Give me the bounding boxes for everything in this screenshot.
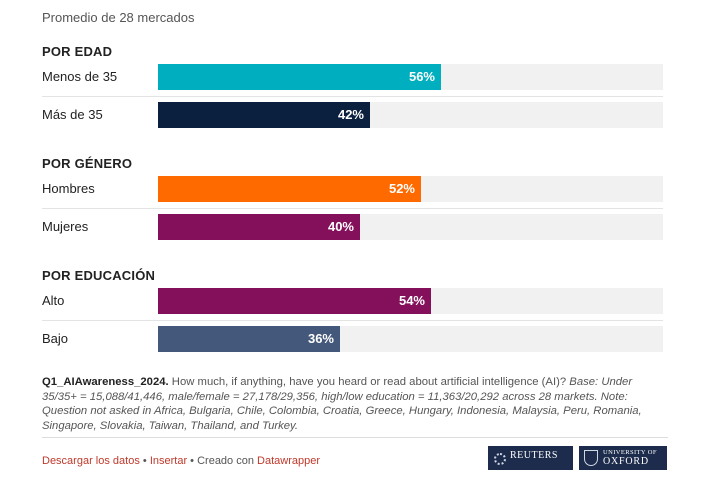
- separator: •: [142, 455, 150, 467]
- bar-value-label: 36%: [307, 331, 334, 346]
- question-id: Q1_AIAwareness_2024.: [42, 376, 169, 388]
- footer-links: Descargar los datos • Insertar • Creado …: [42, 455, 320, 467]
- row-label: Hombres: [42, 181, 95, 196]
- bar: 40%: [158, 214, 360, 240]
- footer-divider: [42, 437, 668, 438]
- reuters-institute-logo[interactable]: REUTERS: [488, 446, 573, 470]
- bar-track: 54%: [158, 288, 663, 314]
- row-label: Más de 35: [42, 107, 103, 122]
- row-divider: [42, 320, 663, 321]
- bar-value-label: 54%: [398, 293, 425, 308]
- chart-subtitle: Promedio de 28 mercados: [42, 10, 195, 25]
- group-title: POR EDUCACIÓN: [42, 268, 156, 283]
- oxford-crest-icon: [584, 450, 598, 466]
- reuters-logo-text: REUTERS: [510, 450, 558, 461]
- download-data-link[interactable]: Descargar los datos: [42, 455, 140, 467]
- bar-track: 42%: [158, 102, 663, 128]
- bar-track: 36%: [158, 326, 663, 352]
- bar-value-label: 56%: [408, 69, 435, 84]
- group-title: POR EDAD: [42, 44, 113, 59]
- bar: 36%: [158, 326, 340, 352]
- row-label: Bajo: [42, 331, 69, 346]
- bar: 52%: [158, 176, 421, 202]
- reuters-dots-icon: [494, 453, 506, 465]
- row-label: Menos de 35: [42, 69, 118, 84]
- group-title: POR GÉNERO: [42, 156, 133, 171]
- row-label: Alto: [42, 293, 65, 308]
- oxford-logo-small-text: UNIVERSITY OF: [603, 449, 657, 456]
- row-divider: [42, 208, 663, 209]
- bar: 42%: [158, 102, 370, 128]
- bar-track: 56%: [158, 64, 663, 90]
- bar-track: 52%: [158, 176, 663, 202]
- created-with-text: Creado con: [197, 455, 254, 467]
- row-divider: [42, 96, 663, 97]
- bar-value-label: 42%: [337, 107, 364, 122]
- bar: 54%: [158, 288, 431, 314]
- bar-track: 40%: [158, 214, 663, 240]
- chart-note: Q1_AIAwareness_2024. How much, if anythi…: [42, 375, 668, 433]
- bar-value-label: 40%: [327, 219, 354, 234]
- base-note: Base: Under 35/35+ = 15,088/41,446, male…: [42, 376, 642, 432]
- separator: •: [190, 455, 198, 467]
- datawrapper-link[interactable]: Datawrapper: [257, 455, 321, 467]
- embed-link[interactable]: Insertar: [149, 455, 188, 467]
- bar-value-label: 52%: [388, 181, 415, 196]
- oxford-university-logo[interactable]: UNIVERSITY OF OXFORD: [579, 446, 667, 470]
- row-label: Mujeres: [42, 219, 89, 234]
- question-text: How much, if anything, have you heard or…: [171, 376, 567, 388]
- oxford-logo-big-text: OXFORD: [603, 456, 649, 467]
- bar: 56%: [158, 64, 441, 90]
